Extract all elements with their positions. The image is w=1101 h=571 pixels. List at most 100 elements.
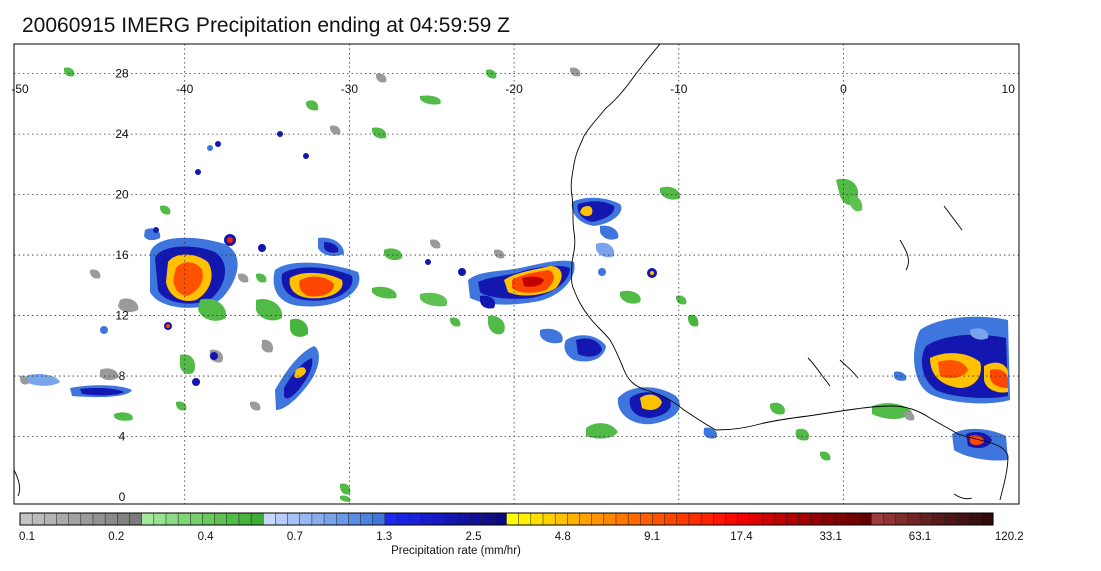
colorbar-swatch (214, 512, 228, 526)
colorbar-swatch (31, 512, 45, 526)
colorbar-swatch (542, 512, 556, 526)
colorbar-swatch (481, 512, 495, 526)
colorbar-swatch (956, 512, 970, 526)
colorbar-swatch (895, 512, 909, 526)
colorbar-swatch (737, 512, 751, 526)
colorbar-swatch (104, 512, 118, 526)
lat-tick-label: 4 (119, 430, 126, 444)
colorbar-swatch (384, 512, 398, 526)
colorbar-swatch (165, 512, 179, 526)
colorbar-swatch (469, 512, 483, 526)
colorbar-swatch (749, 512, 763, 526)
colorbar-tick-label: 0.7 (287, 531, 303, 543)
colorbar-swatch (275, 512, 289, 526)
graticule (14, 44, 1019, 504)
colorbar-swatch (190, 512, 203, 526)
colorbar-swatch (931, 512, 945, 526)
colorbar-swatch (676, 512, 690, 526)
colorbar-swatch (883, 512, 897, 526)
colorbar-swatch (871, 512, 885, 526)
colorbar-tick-label: 63.1 (909, 531, 931, 543)
colorbar-swatch (761, 512, 775, 526)
lat-tick-label: 20 (115, 188, 129, 202)
colorbar-tick-label: 17.4 (730, 531, 753, 543)
colorbar-swatch (615, 512, 629, 526)
colorbar-swatch (688, 512, 702, 526)
colorbar-swatch (335, 512, 349, 526)
colorbar-tick-label: 0.1 (19, 531, 35, 543)
lon-tick-label: -10 (670, 82, 688, 96)
colorbar-swatch (238, 512, 252, 526)
colorbar (19, 512, 994, 526)
colorbar-swatch (360, 512, 374, 526)
colorbar-swatch (250, 512, 264, 526)
colorbar-tick-label: 2.5 (466, 531, 482, 543)
colorbar-swatch (627, 512, 641, 526)
colorbar-swatch (153, 512, 167, 526)
colorbar-swatch (980, 512, 994, 526)
colorbar-swatch (907, 512, 921, 526)
colorbar-swatch (713, 512, 726, 526)
colorbar-swatch (141, 512, 155, 526)
colorbar-swatch (567, 512, 581, 526)
lon-tick-label: 0 (840, 82, 847, 96)
precipitation-field (20, 67, 1010, 502)
colorbar-swatch (421, 512, 435, 526)
colorbar-swatch (202, 512, 216, 526)
colorbar-swatch (798, 512, 812, 526)
colorbar-tick-label: 4.8 (555, 531, 571, 543)
colorbar-tick-label: 0.4 (198, 531, 215, 543)
colorbar-swatch (822, 512, 836, 526)
colorbar-tick-label: 1.3 (376, 531, 392, 543)
colorbar-swatch (287, 512, 301, 526)
colorbar-swatch (919, 512, 933, 526)
colorbar-swatch (117, 512, 131, 526)
colorbar-swatch (226, 512, 240, 526)
colorbar-swatch (396, 512, 410, 526)
colorbar-swatch (177, 512, 191, 526)
colorbar-swatch (591, 512, 605, 526)
colorbar-swatch (372, 512, 386, 526)
colorbar-swatch (773, 512, 787, 526)
colorbar-swatch (834, 512, 848, 526)
colorbar-swatch (518, 512, 532, 526)
colorbar-swatch (129, 512, 143, 526)
lon-tick-label: -40 (176, 82, 194, 96)
colorbar-swatch (846, 512, 860, 526)
colorbar-swatch (445, 512, 459, 526)
colorbar-swatch (664, 512, 678, 526)
colorbar-swatch (263, 512, 276, 526)
lon-tick-label: -30 (341, 82, 359, 96)
colorbar-swatch (44, 512, 58, 526)
lon-tick-label: -50 (11, 82, 29, 96)
colorbar-swatch (299, 512, 313, 526)
latitude-labels: 28 24 20 16 12 8 4 0 (115, 67, 129, 504)
colorbar-tick-label: 120.2 (995, 531, 1024, 543)
colorbar-label: Precipitation rate (mm/hr) (391, 545, 521, 557)
lat-tick-label: 0 (119, 490, 126, 504)
lon-tick-label: 10 (1002, 82, 1016, 96)
lat-tick-label: 8 (119, 369, 126, 383)
page-title: 20060915 IMERG Precipitation ending at 0… (22, 14, 510, 37)
colorbar-swatch (579, 512, 593, 526)
colorbar-swatch (311, 512, 325, 526)
lat-tick-label: 24 (115, 127, 129, 141)
colorbar-swatch (785, 512, 799, 526)
colorbar-swatch (640, 512, 653, 526)
colorbar-swatch (80, 512, 94, 526)
colorbar-swatch (506, 512, 520, 526)
longitude-labels: -50 -40 -30 -20 -10 0 10 (11, 82, 1015, 96)
colorbar-swatch (56, 512, 70, 526)
lat-tick-label: 28 (115, 67, 129, 81)
colorbar-swatch (810, 512, 824, 526)
colorbar-swatch (68, 512, 82, 526)
lon-tick-label: -20 (505, 82, 523, 96)
colorbar-tick-label: 9.1 (644, 531, 660, 543)
colorbar-tick-labels: 0.1 0.2 0.4 0.7 1.3 2.5 4.8 9.1 17.4 33.1 63.1 120.… (19, 531, 1024, 543)
colorbar-swatch (858, 512, 872, 526)
colorbar-tick-label: 0.2 (108, 531, 124, 543)
map-frame (13, 43, 1020, 505)
colorbar-swatch (554, 512, 568, 526)
colorbar-swatch (433, 512, 447, 526)
